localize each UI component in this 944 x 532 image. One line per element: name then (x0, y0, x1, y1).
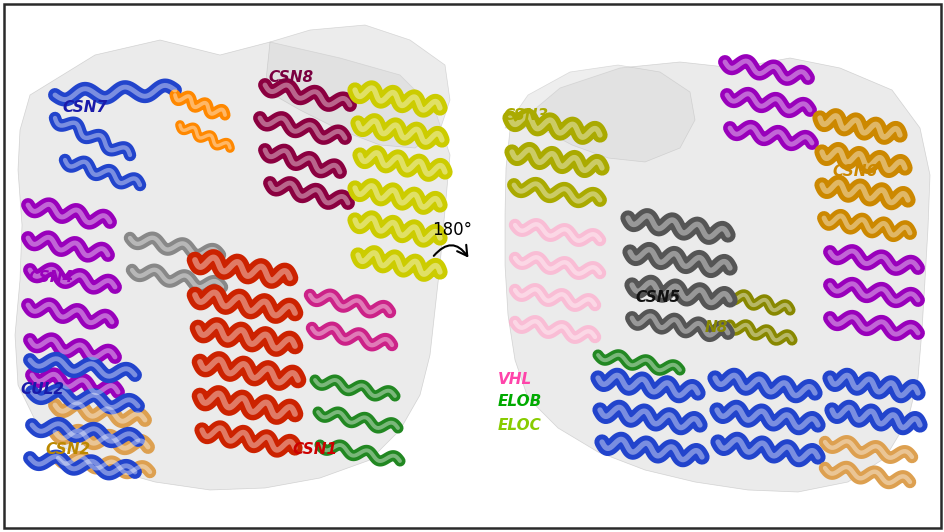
Text: CSN2: CSN2 (45, 443, 90, 458)
Text: CSN4: CSN4 (28, 270, 73, 286)
Polygon shape (264, 25, 449, 148)
Polygon shape (15, 40, 449, 490)
Polygon shape (504, 58, 929, 492)
Polygon shape (504, 65, 694, 162)
Text: ELOC: ELOC (497, 418, 541, 433)
Text: 180°: 180° (431, 221, 471, 239)
Text: VHL: VHL (497, 372, 531, 387)
Text: CUL2: CUL2 (20, 383, 64, 397)
Text: CSN3: CSN3 (502, 107, 548, 122)
Text: CSN6: CSN6 (831, 164, 876, 179)
Text: N8: N8 (704, 320, 728, 336)
Text: CSN7: CSN7 (62, 101, 107, 115)
Text: CSN8: CSN8 (268, 71, 312, 86)
Text: ELOB: ELOB (497, 395, 542, 410)
Text: CSN5: CSN5 (634, 290, 680, 305)
FancyArrowPatch shape (433, 245, 466, 256)
Text: CSN1: CSN1 (292, 443, 337, 458)
